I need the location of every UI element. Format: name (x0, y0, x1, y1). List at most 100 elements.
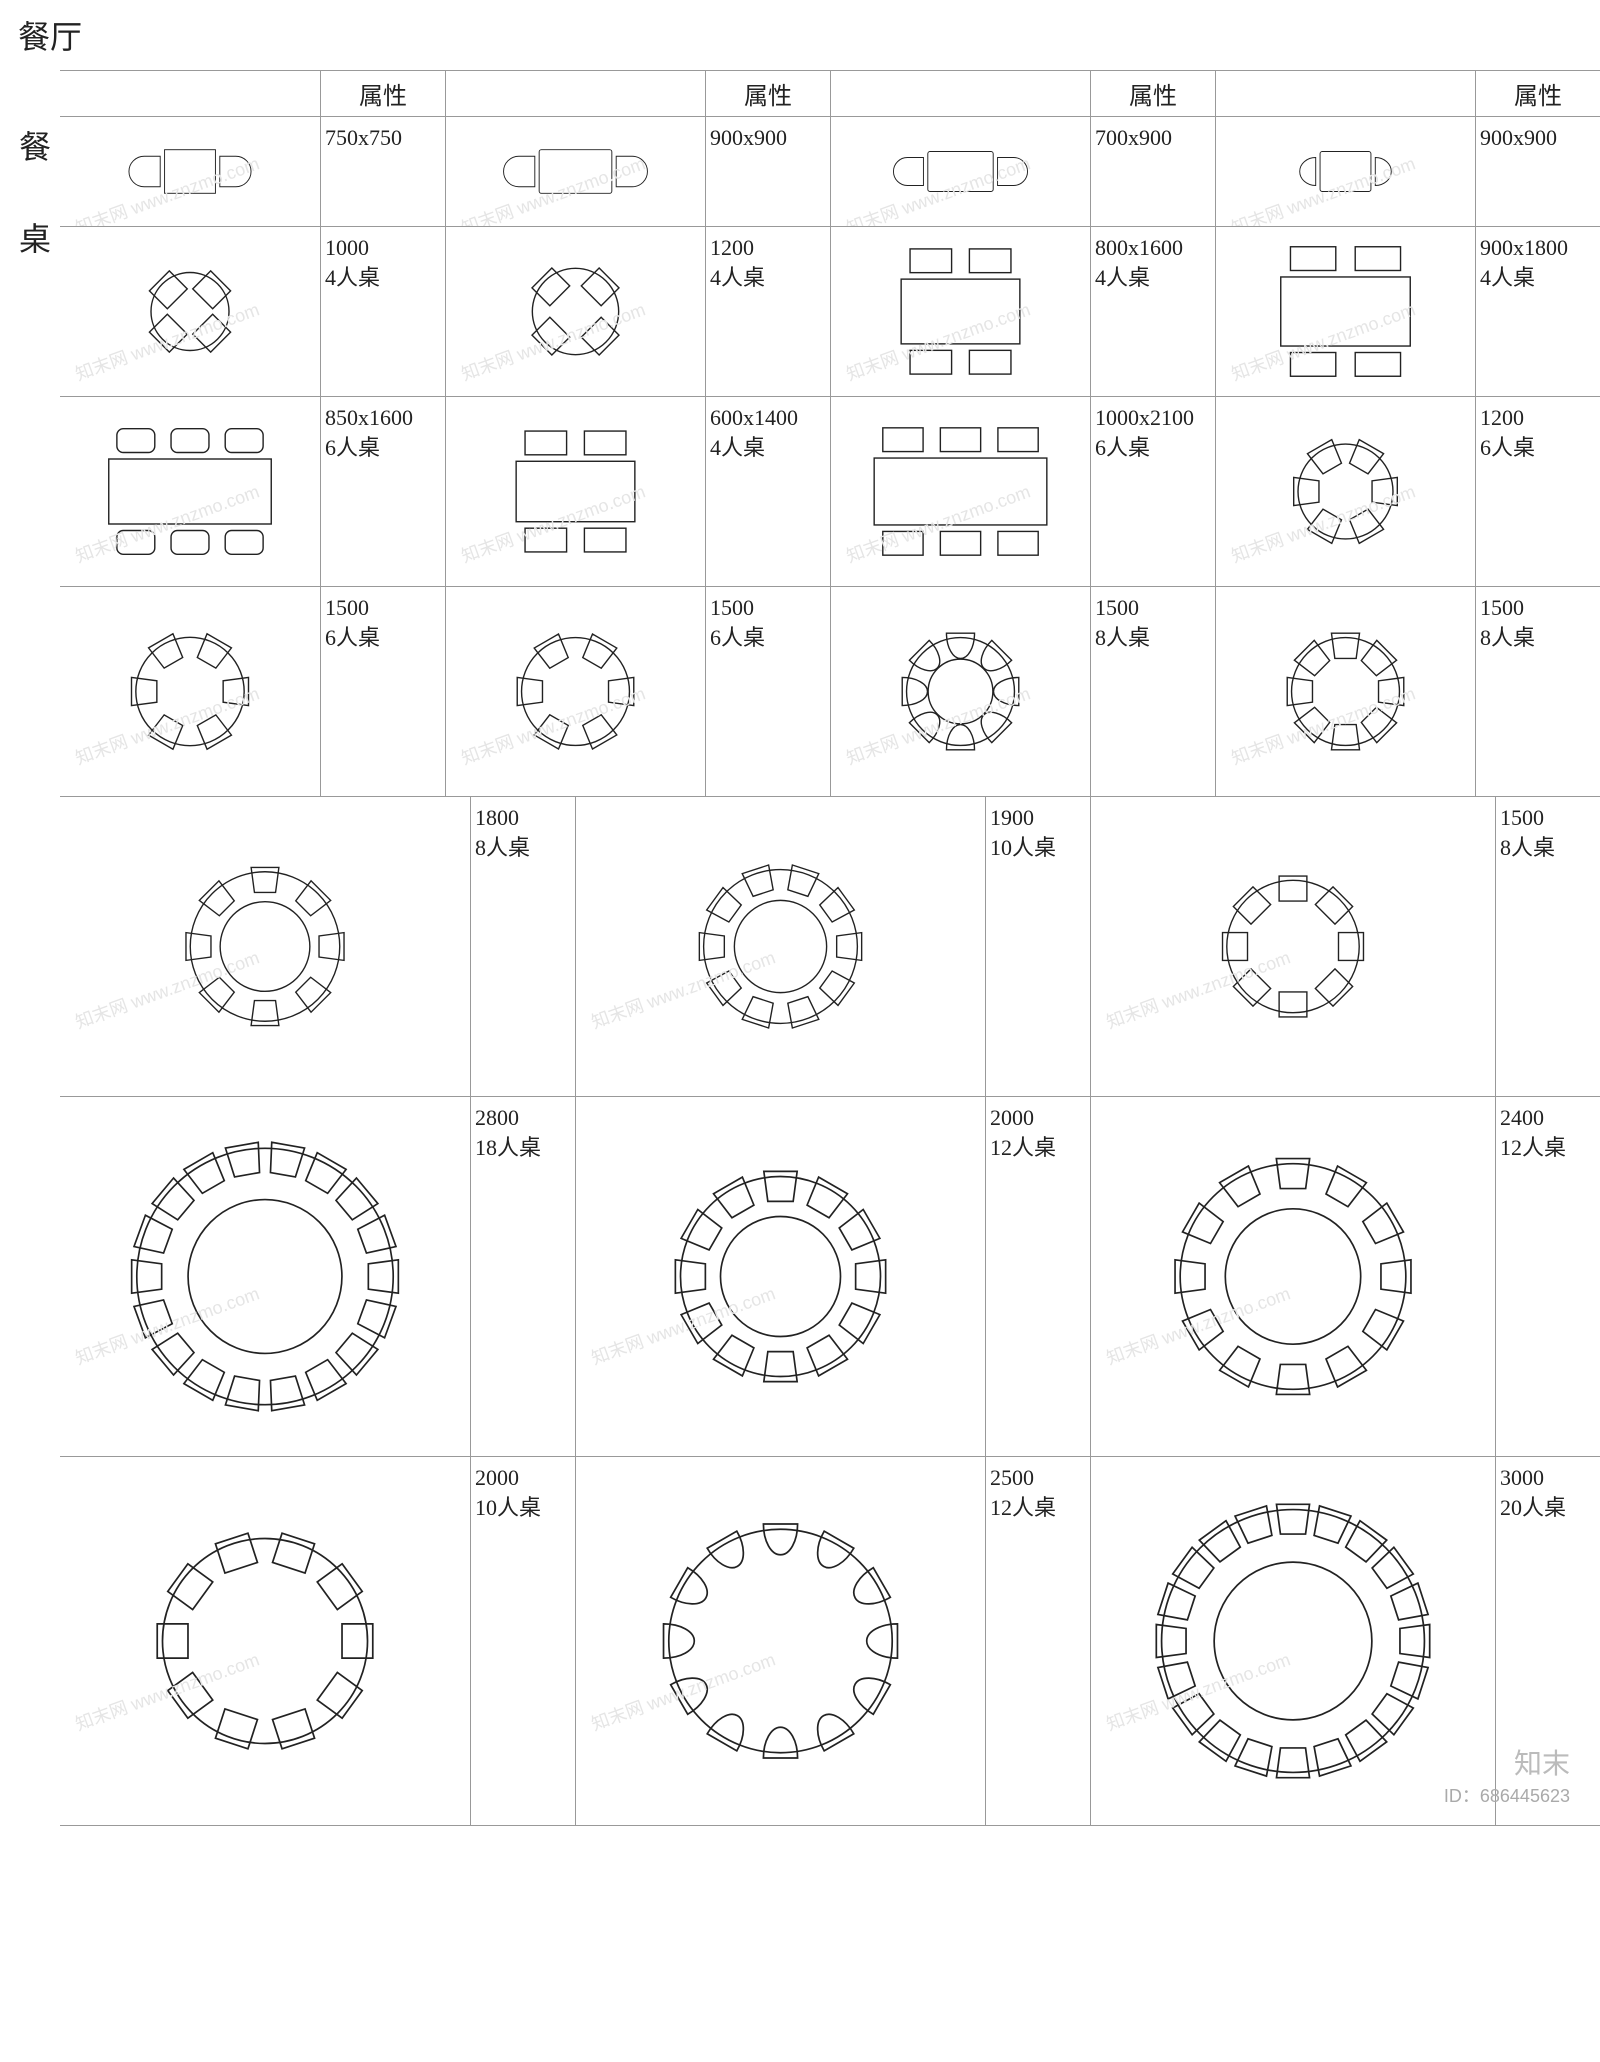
table-diagram: 知末网 www.znzmo.com (60, 117, 320, 226)
table-attributes: 900x1800 4人桌 (1475, 227, 1600, 396)
table-attributes: 2500 12人桌 (985, 1457, 1090, 1825)
capacity-value: 4人桌 (710, 433, 826, 463)
table-diagram: 知末网 www.znzmo.com (830, 117, 1090, 226)
capacity-value: 6人桌 (325, 433, 441, 463)
capacity-value: 4人桌 (1480, 263, 1596, 293)
capacity-value: 6人桌 (1480, 433, 1596, 463)
table-diagram: 知末网 www.znzmo.com (1090, 1457, 1495, 1825)
table-attributes: 1500 6人桌 (705, 587, 830, 796)
table-attributes: 1800 8人桌 (470, 797, 575, 1096)
capacity-value: 6人桌 (325, 623, 441, 653)
catalog-grid: 属性 属性 属性 属性 知末网 www.znzmo.com750x750知末网 … (60, 70, 1600, 1826)
dimension-value: 900x900 (1480, 125, 1557, 150)
dimension-value: 2500 (990, 1465, 1034, 1490)
table-attributes: 900x900 (1475, 117, 1600, 226)
brand-name: 知末 (1514, 1748, 1570, 1779)
table-diagram: 知末网 www.znzmo.com (1215, 587, 1475, 796)
dimension-value: 850x1600 (325, 405, 413, 430)
dimension-value: 1800 (475, 805, 519, 830)
table-attributes: 900x900 (705, 117, 830, 226)
capacity-value: 4人桌 (325, 263, 441, 293)
page-title: 餐厅 (0, 0, 1600, 70)
dimension-value: 700x900 (1095, 125, 1172, 150)
table-diagram: 知末网 www.znzmo.com (830, 227, 1090, 396)
table-diagram: 知末网 www.znzmo.com (575, 1457, 985, 1825)
table-attributes: 240012人桌 (1495, 1097, 1600, 1456)
table-diagram: 知末网 www.znzmo.com (575, 1097, 985, 1456)
header-row: 属性 属性 属性 属性 (60, 70, 1600, 116)
capacity-value: 8人桌 (1095, 623, 1211, 653)
table-attributes: 850x1600 6人桌 (320, 397, 445, 586)
capacity-value: 18人桌 (475, 1133, 571, 1163)
col-attr: 属性 (1475, 71, 1600, 116)
capacity-value: 12人桌 (990, 1493, 1086, 1523)
table-attributes: 1500 8人桌 (1090, 587, 1215, 796)
side-label: 餐桌 (10, 130, 56, 314)
table-diagram: 知末网 www.znzmo.com (60, 587, 320, 796)
table-attributes: 12006人桌 (1475, 397, 1600, 586)
dimension-value: 1500 (710, 595, 754, 620)
capacity-value: 10人桌 (990, 833, 1086, 863)
table-attributes: 1500 8人桌 (1475, 587, 1600, 796)
col-attr: 属性 (320, 71, 445, 116)
col-attr: 属性 (705, 71, 830, 116)
table-diagram: 知末网 www.znzmo.com (445, 227, 705, 396)
table-attributes: 10004人桌 (320, 227, 445, 396)
table-diagram: 知末网 www.znzmo.com (60, 397, 320, 586)
table-attributes: 2000 12人桌 (985, 1097, 1090, 1456)
dimension-value: 800x1600 (1095, 235, 1183, 260)
table-attributes: 600x1400 4人桌 (705, 397, 830, 586)
capacity-value: 10人桌 (475, 1493, 571, 1523)
capacity-value: 8人桌 (1480, 623, 1596, 653)
dimension-value: 1500 (1095, 595, 1139, 620)
capacity-value: 4人桌 (710, 263, 826, 293)
dimension-value: 600x1400 (710, 405, 798, 430)
table-diagram: 知末网 www.znzmo.com (60, 797, 470, 1096)
dimension-value: 900x900 (710, 125, 787, 150)
table-attributes: 750x750 (320, 117, 445, 226)
table-diagram: 知末网 www.znzmo.com (445, 587, 705, 796)
id-label: ID： (1444, 1786, 1480, 1806)
capacity-value: 6人桌 (710, 623, 826, 653)
dimension-value: 3000 (1500, 1465, 1544, 1490)
dimension-value: 750x750 (325, 125, 402, 150)
table-diagram: 知末网 www.znzmo.com (445, 117, 705, 226)
table-diagram: 知末网 www.znzmo.com (830, 397, 1090, 586)
table-diagram: 知末网 www.znzmo.com (445, 397, 705, 586)
table-attributes: 1500 6人桌 (320, 587, 445, 796)
table-attributes: 15008人桌 (1495, 797, 1600, 1096)
table-diagram: 知末网 www.znzmo.com (60, 1097, 470, 1456)
table-attributes: 190010人桌 (985, 797, 1090, 1096)
table-diagram: 知末网 www.znzmo.com (1090, 1097, 1495, 1456)
dimension-value: 2000 (990, 1105, 1034, 1130)
capacity-value: 12人桌 (990, 1133, 1086, 1163)
table-diagram: 知末网 www.znzmo.com (1090, 797, 1495, 1096)
dimension-value: 1500 (325, 595, 369, 620)
table-diagram: 知末网 www.znzmo.com (60, 1457, 470, 1825)
dimension-value: 2000 (475, 1465, 519, 1490)
capacity-value: 6人桌 (1095, 433, 1211, 463)
table-attributes: 2800 18人桌 (470, 1097, 575, 1456)
table-attributes: 1200 4人桌 (705, 227, 830, 396)
dimension-value: 900x1800 (1480, 235, 1568, 260)
dimension-value: 1500 (1480, 595, 1524, 620)
footer-brand: 知末 ID：686445623 (1444, 1742, 1570, 1808)
dimension-value: 1200 (710, 235, 754, 260)
dimension-value: 1000x2100 (1095, 405, 1194, 430)
capacity-value: 8人桌 (475, 833, 571, 863)
dimension-value: 2800 (475, 1105, 519, 1130)
table-diagram: 知末网 www.znzmo.com (575, 797, 985, 1096)
capacity-value: 4人桌 (1095, 263, 1211, 293)
table-attributes: 2000 10人桌 (470, 1457, 575, 1825)
id-value: 686445623 (1480, 1786, 1570, 1806)
dimension-value: 1500 (1500, 805, 1544, 830)
col-attr: 属性 (1090, 71, 1215, 116)
table-diagram: 知末网 www.znzmo.com (830, 587, 1090, 796)
dimension-value: 2400 (1500, 1105, 1544, 1130)
table-attributes: 800x1600 4人桌 (1090, 227, 1215, 396)
table-diagram: 知末网 www.znzmo.com (1215, 117, 1475, 226)
table-attributes: 1000x2100 6人桌 (1090, 397, 1215, 586)
table-diagram: 知末网 www.znzmo.com (1215, 227, 1475, 396)
table-diagram: 知末网 www.znzmo.com (60, 227, 320, 396)
table-diagram: 知末网 www.znzmo.com (1215, 397, 1475, 586)
